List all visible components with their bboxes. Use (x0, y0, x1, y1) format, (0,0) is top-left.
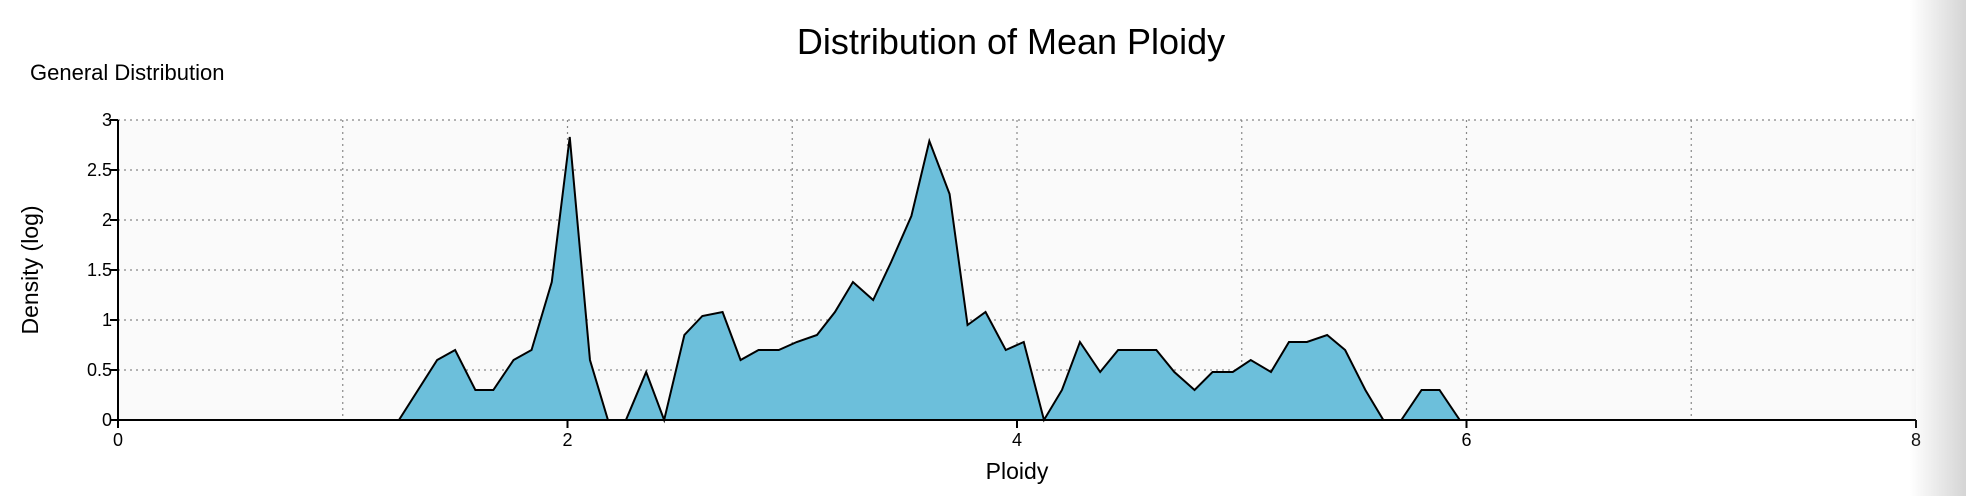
y-tick-label: 0.5 (87, 360, 112, 380)
y-tick-label: 3 (102, 110, 112, 130)
y-tick-label: 1.5 (87, 260, 112, 280)
y-tick-label: 2 (102, 210, 112, 230)
x-tick-label: 2 (562, 430, 572, 450)
chart-title: Distribution of Mean Ploidy (797, 21, 1225, 62)
x-axis-label: Ploidy (986, 458, 1049, 484)
y-tick-label: 2.5 (87, 160, 112, 180)
y-tick-label: 0 (102, 410, 112, 430)
y-tick-label: 1 (102, 310, 112, 330)
chart-subtitle: General Distribution (30, 60, 224, 85)
y-axis-label: Density (log) (17, 205, 43, 334)
x-tick-label: 4 (1012, 430, 1022, 450)
density-line (118, 136, 1916, 424)
x-tick-label: 0 (113, 430, 123, 450)
plot-area: 00.511.522.5302468 (87, 110, 1921, 450)
window-edge-shadow (1910, 0, 1966, 496)
density-area (118, 137, 1916, 420)
x-tick-label: 6 (1461, 430, 1471, 450)
